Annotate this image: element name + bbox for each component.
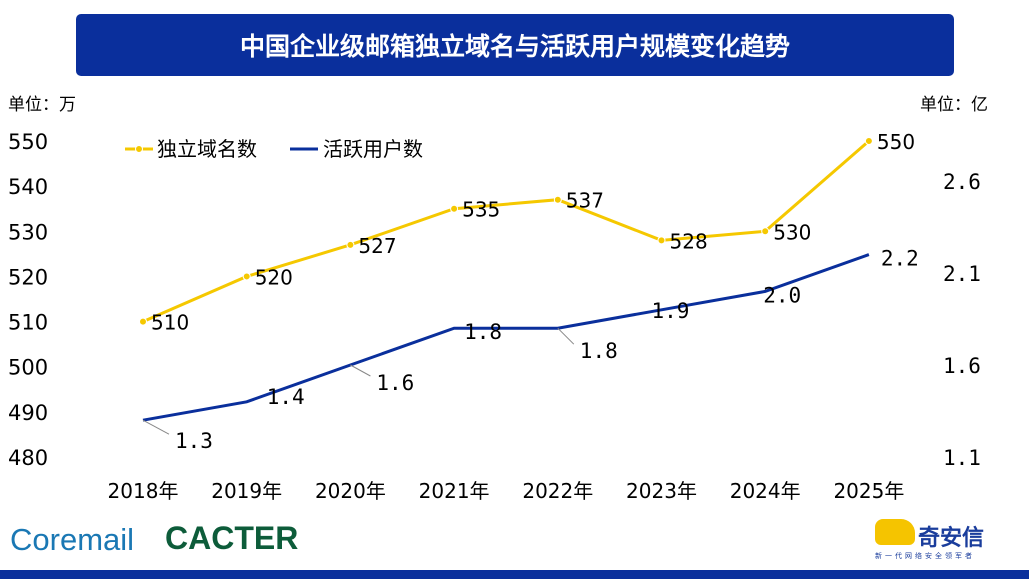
left-tick-label: 520: [8, 265, 48, 289]
legend-label-active-users: 活跃用户数: [323, 137, 423, 161]
data-label-domains: 550: [877, 130, 915, 154]
leader-line: [350, 364, 371, 377]
data-point-domains: [864, 137, 873, 146]
data-label-domains: 527: [358, 234, 396, 258]
right-unit-label: 单位：亿: [920, 95, 988, 115]
data-label-active-users: 1.8: [464, 320, 502, 344]
left-tick-label: 550: [8, 130, 48, 154]
series-line-domains: [142, 139, 870, 323]
x-tick-label: 2023年: [626, 479, 697, 503]
x-tick-label: 2022年: [522, 479, 593, 503]
left-tick-label: 530: [8, 220, 48, 244]
qianxin-logo: 奇安信: [918, 526, 985, 551]
left-tick-label: 540: [8, 175, 48, 199]
data-label-active-users: 2.0: [763, 283, 801, 307]
data-label-domains: 528: [670, 229, 708, 253]
data-point-domains: [553, 195, 562, 204]
data-label-active-users: 1.6: [376, 371, 414, 395]
x-tick-label: 2024年: [730, 479, 801, 503]
x-tick-label: 2025年: [833, 479, 904, 503]
left-tick-label: 510: [8, 311, 48, 335]
data-label-active-users: 1.8: [580, 339, 618, 363]
cacter-logo: CACTER: [165, 520, 299, 556]
data-point-domains: [242, 272, 251, 281]
data-label-domains: 537: [566, 189, 604, 213]
footer-bar: [0, 570, 1029, 579]
right-tick-label: 2.6: [943, 170, 981, 194]
data-point-domains: [761, 227, 770, 236]
data-point-domains: [346, 240, 355, 249]
right-tick-label: 1.1: [943, 446, 981, 470]
right-tick-label: 1.6: [943, 354, 981, 378]
coremail-logo: Coremail: [10, 522, 135, 557]
leader-line: [142, 419, 170, 435]
left-tick-label: 480: [8, 446, 48, 470]
leader-line: [557, 327, 575, 345]
data-point-domains: [450, 204, 459, 213]
x-tick-label: 2020年: [315, 479, 386, 503]
data-label-active-users: 1.4: [267, 385, 305, 409]
data-label-domains: 520: [255, 265, 293, 289]
x-tick-label: 2018年: [108, 479, 179, 503]
series-line-active-users: [142, 253, 870, 422]
data-label-active-users: 1.3: [175, 429, 213, 453]
x-tick-label: 2021年: [419, 479, 490, 503]
left-tick-label: 500: [8, 356, 48, 380]
x-tick-label: 2019年: [211, 479, 282, 503]
legend-label-domains: 独立域名数: [157, 137, 257, 161]
right-tick-label: 2.1: [943, 262, 981, 286]
data-label-domains: 530: [773, 220, 811, 244]
legend-marker-domains: [135, 145, 143, 153]
data-label-domains: 535: [462, 198, 500, 222]
data-point-domains: [139, 317, 147, 326]
data-label-active-users: 2.2: [881, 247, 919, 271]
data-label-domains: 510: [151, 311, 189, 335]
left-tick-label: 490: [8, 401, 48, 425]
data-point-domains: [657, 236, 666, 245]
qianxin-tiger-icon: [875, 519, 915, 545]
left-unit-label: 单位：万: [8, 95, 76, 115]
chart-title: 中国企业级邮箱独立域名与活跃用户规模变化趋势: [76, 14, 954, 76]
qianxin-slogan: 新一代网络安全领军者: [875, 552, 975, 560]
data-label-active-users: 1.9: [652, 299, 690, 323]
